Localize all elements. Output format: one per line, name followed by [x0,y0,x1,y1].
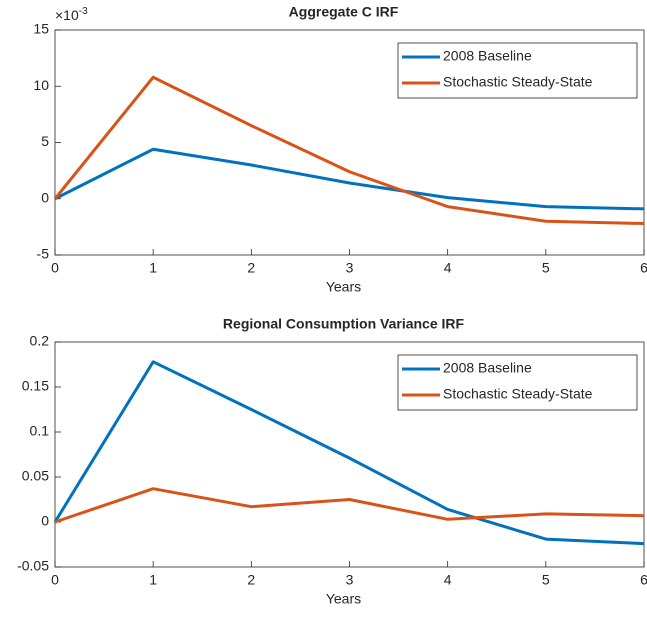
x-tick-label: 6 [640,260,647,276]
y-tick-label: 0 [41,513,49,529]
x-tick-label: 4 [444,572,452,588]
x-axis-label: Years [326,279,361,295]
series-line [53,360,645,546]
legend-label: 2008 Baseline [443,48,532,64]
x-tick-label: 0 [51,260,59,276]
y-tick-label: 0.05 [22,468,49,484]
y-tick-label: -0.05 [17,558,49,574]
y-multiplier: ×10-3 [55,6,88,23]
x-tick-label: 5 [542,260,550,276]
x-tick-label: 3 [346,260,354,276]
legend-label: Stochastic Steady-State [443,74,593,90]
x-tick-label: 6 [640,572,647,588]
x-tick-label: 2 [247,260,255,276]
x-axis-label: Years [326,591,361,607]
x-tick-label: 1 [149,572,157,588]
legend-box [397,354,638,411]
y-tick-label: 0.15 [22,378,49,394]
x-tick-label: 2 [247,572,255,588]
x-tick-label: 0 [51,572,59,588]
y-tick-label: 0.1 [30,423,50,439]
y-tick-label: 0 [41,189,49,205]
y-multiplier-base: ×10 [55,7,79,23]
y-tick-label: 5 [41,133,49,149]
series-line [54,487,645,524]
x-tick-label: 1 [149,260,157,276]
y-tick-label: 15 [33,21,49,37]
series-line [54,147,645,211]
x-tick-label: 3 [346,572,354,588]
legend-box [397,42,638,99]
y-tick-label: 0.2 [30,333,50,349]
series-line [53,75,645,225]
chart-title: Regional Consumption Variance IRF [223,316,465,332]
legend-label: Stochastic Steady-State [443,386,593,402]
y-tick-label: -5 [37,246,50,262]
y-multiplier-exponent: -3 [79,6,88,17]
legend-label: 2008 Baseline [443,360,532,376]
x-tick-label: 4 [444,260,452,276]
chart-title: Aggregate C IRF [289,4,399,20]
x-tick-label: 5 [542,572,550,588]
y-tick-label: 10 [33,77,49,93]
